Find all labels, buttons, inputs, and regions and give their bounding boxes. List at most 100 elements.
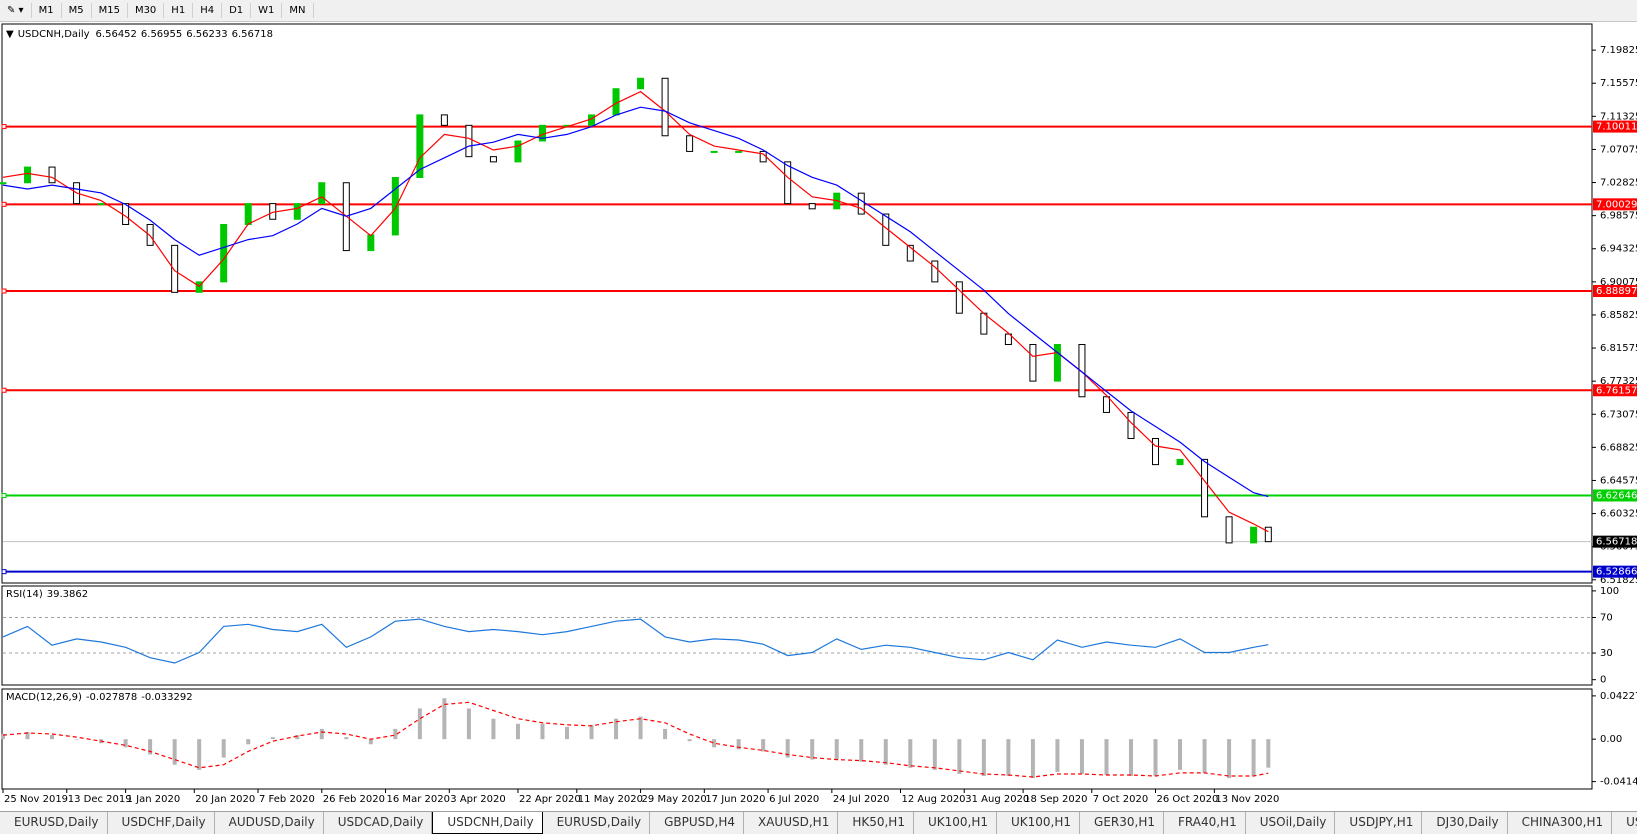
rsi-header: RSI(14) 39.3862 [6, 589, 88, 600]
candle [391, 177, 399, 236]
histogram-bar [319, 728, 324, 740]
y-tick-label: 6.77325 [1600, 376, 1637, 387]
histogram-bar [1104, 739, 1109, 775]
chart-tab[interactable]: HK50,H1 [838, 812, 914, 834]
main-header: ▼ USDCNH,Daily 6.56452 6.56955 6.56233 6.5671… [6, 29, 273, 40]
histogram-bar [932, 739, 937, 770]
histogram-bar [368, 739, 373, 745]
chart-tab[interactable]: EURUSD,Daily [0, 812, 108, 834]
candle [440, 114, 448, 126]
tab-bar: EURUSD,Daily USDCHF,Daily AUDUSD,Daily USDC… [0, 811, 1637, 834]
x-tick-label: 13 Nov 2020 [1215, 794, 1279, 805]
tool-icon[interactable]: ✎ ▾ [0, 3, 32, 18]
chart-tab[interactable]: USDCAD,Daily [324, 812, 433, 834]
candle [1152, 438, 1160, 466]
x-tick-label: 24 Jul 2020 [833, 794, 890, 805]
header-arrow: ▼ [6, 29, 14, 40]
chart-tab[interactable]: GBPUSD,H4 [650, 812, 744, 834]
chart-tab[interactable]: USDCNH,Daily [432, 812, 543, 834]
chart-tab[interactable]: USDCHF,Daily [108, 812, 215, 834]
x-tick-label: 26 Feb 2020 [323, 794, 385, 805]
macd-last: -0.027878 [86, 692, 137, 703]
histogram-bar [1178, 739, 1183, 770]
rsi-panel [1, 585, 1593, 686]
histogram-bar [123, 739, 128, 748]
histogram-bar [1030, 739, 1035, 779]
candle [931, 260, 939, 283]
chart-tab[interactable]: USOil,H1 [1612, 812, 1637, 834]
x-tick-label: 16 Mar 2020 [387, 794, 450, 805]
chart-tab[interactable]: DJ30,Daily [1422, 812, 1508, 834]
histogram-bar [466, 708, 471, 740]
x-tick-label: 26 Oct 2020 [1157, 794, 1219, 805]
timeframe-button[interactable]: M30 [128, 3, 165, 18]
x-tick-label: 20 Jan 2020 [195, 794, 255, 805]
y-tick-label: 7.07075 [1600, 144, 1637, 155]
level-handle [1, 387, 7, 393]
timeframe-button[interactable]: W1 [251, 3, 283, 18]
toolbar: ✎ ▾ M1 M5 M15 M30 H1 H4 D1 W1 MN [0, 0, 1637, 22]
histogram-bar [1055, 739, 1060, 772]
histogram-bar [981, 739, 986, 777]
timeframe-button[interactable]: M15 [92, 3, 128, 18]
candle [195, 281, 203, 293]
chart-tab[interactable]: FRA40,H1 [1164, 812, 1246, 834]
histogram-bar [908, 739, 913, 768]
histogram-bar [442, 698, 447, 740]
histogram-bar [393, 728, 398, 740]
chart-tab[interactable]: UK100,H1 [997, 812, 1081, 834]
y-tick-label: 6.94325 [1600, 244, 1637, 255]
chart-tab[interactable]: AUDUSD,Daily [215, 812, 324, 834]
candle [1225, 516, 1233, 544]
candle [857, 192, 865, 215]
chart-tab[interactable]: XAUUSD,H1 [744, 812, 839, 834]
histogram-bar [197, 739, 202, 770]
histogram-bar [785, 739, 790, 758]
candle [808, 203, 816, 210]
main-panel [1, 23, 1593, 584]
chart-tab[interactable]: UK100,H1 [914, 812, 997, 834]
y-tick-label: 7.11325 [1600, 111, 1637, 122]
candle [171, 244, 179, 293]
histogram-bar [859, 739, 864, 762]
histogram-bar [344, 737, 349, 740]
y-tick-label: 6.68825 [1600, 442, 1637, 453]
chart-tab[interactable]: USDJPY,H1 [1335, 812, 1423, 834]
chart-tab[interactable]: CHINA300,H1 [1508, 812, 1613, 834]
open: 6.56452 [96, 29, 137, 40]
chart-tab[interactable]: EURUSD,Daily [543, 812, 651, 834]
histogram-bar [564, 726, 569, 740]
histogram-bar [1202, 739, 1207, 773]
timeframe-button[interactable]: H4 [193, 3, 223, 18]
candle [735, 150, 743, 153]
timeframe-button[interactable]: D1 [222, 3, 252, 18]
chart-tab[interactable]: GER30,H1 [1080, 812, 1164, 834]
histogram-bar [957, 739, 962, 774]
x-tick-label: 11 May 2020 [578, 794, 643, 805]
candle [955, 281, 963, 314]
timeframe-button[interactable]: M1 [32, 3, 62, 18]
price-label-box [1593, 535, 1637, 548]
y-tick-label: 7.02825 [1600, 178, 1637, 189]
y-tick-label: 0 [1600, 675, 1606, 686]
level-label: 6.76157 [1596, 385, 1637, 396]
timeframe-button[interactable]: M5 [62, 3, 92, 18]
y-tick-label: 6.85825 [1600, 310, 1637, 321]
chart-tab[interactable]: USOil,Daily [1246, 812, 1336, 834]
candle [416, 114, 424, 179]
symbol: USDCNH,Daily [18, 29, 90, 40]
histogram-bar [1006, 739, 1011, 777]
y-tick-label: 6.98575 [1600, 211, 1637, 222]
level-label-box [1593, 120, 1637, 133]
candle [367, 234, 375, 252]
histogram-bar [712, 739, 717, 748]
timeframe-button[interactable]: MN [282, 3, 314, 18]
timeframe-button[interactable]: H1 [164, 3, 194, 18]
candle [661, 77, 669, 137]
histogram-bar [614, 718, 619, 740]
histogram-bar [1227, 739, 1232, 779]
histogram-bar [1079, 739, 1084, 774]
level-label-box [1593, 565, 1637, 578]
x-tick-label: 22 Apr 2020 [519, 794, 581, 805]
histogram-bar [1128, 739, 1133, 777]
